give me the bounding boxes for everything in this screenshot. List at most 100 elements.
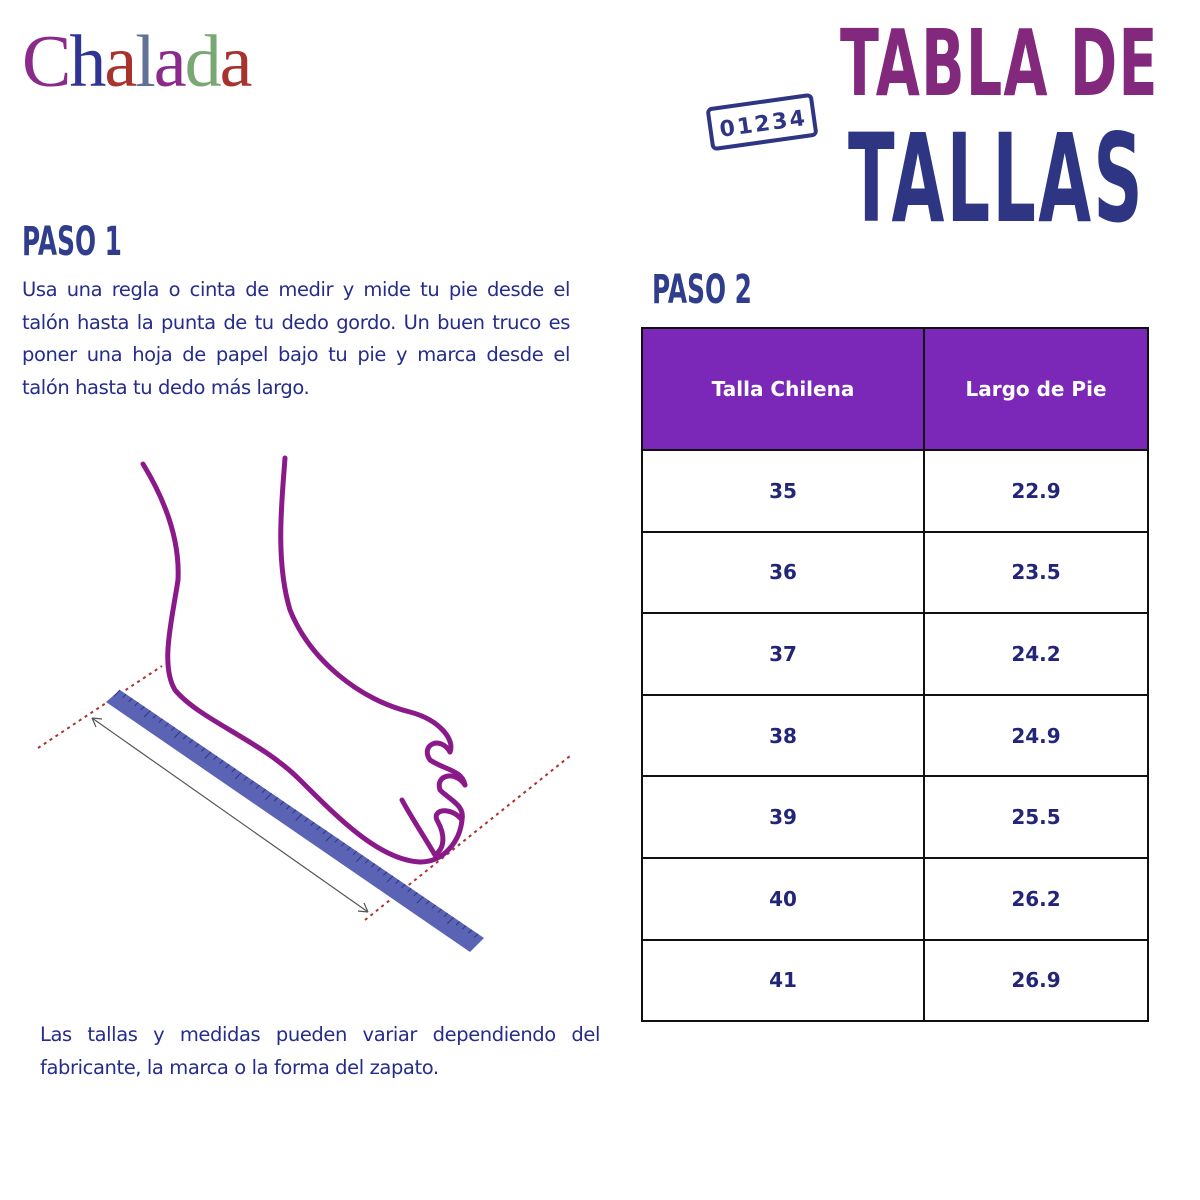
ruler-tick xyxy=(158,718,163,723)
ruler-tick xyxy=(122,693,127,698)
foot-length-cell: 25.5 xyxy=(923,775,1149,859)
step1-instructions: Usa una regla o cinta de medir y mide tu… xyxy=(22,278,570,399)
ruler-tick xyxy=(292,809,297,814)
ruler-tick xyxy=(164,722,169,727)
ruler-digit: 4 xyxy=(787,106,807,134)
foot-measurement-illustration xyxy=(37,455,571,952)
ruler-tick xyxy=(213,755,218,760)
ruler-tick xyxy=(225,764,230,769)
ruler-tick xyxy=(413,892,418,897)
ruler-tick xyxy=(201,747,206,752)
ruler-tick xyxy=(134,702,139,707)
ruler-tick xyxy=(461,925,467,930)
table-row: 38 24.9 xyxy=(641,693,1149,778)
ruler-tick xyxy=(286,805,291,810)
ruler-digit: 0 xyxy=(718,115,737,143)
header-chilean-size: Talla Chilena xyxy=(641,327,925,451)
logo-letter: d xyxy=(184,21,222,103)
table-row: 37 24.2 xyxy=(641,612,1149,696)
ruler-tick xyxy=(395,879,400,884)
logo-letter: l xyxy=(135,21,156,103)
ruler-tick xyxy=(113,689,121,697)
table-row: 36 23.5 xyxy=(641,530,1149,615)
ruler-tick xyxy=(316,826,321,831)
ruler-tick xyxy=(152,714,157,719)
ruler-tick xyxy=(243,776,248,781)
size-cell: 35 xyxy=(641,449,925,533)
ruler-tick xyxy=(455,921,461,926)
ruler-tick xyxy=(364,859,370,864)
size-cell: 39 xyxy=(641,775,925,859)
size-table: Talla Chilena Largo de Pie 35 22.9 36 23.5 3… xyxy=(641,327,1149,1023)
foot-length-cell: 24.9 xyxy=(923,693,1149,778)
ruler-tick xyxy=(273,797,279,802)
ruler-tick xyxy=(431,904,436,909)
ruler-tick xyxy=(401,883,406,889)
ruler-tick xyxy=(386,875,394,883)
ruler-tick xyxy=(261,788,266,794)
table-row: 40 26.2 xyxy=(641,856,1149,941)
ruler-tick xyxy=(468,929,473,934)
ruler-tick xyxy=(182,735,188,740)
ruler-tick xyxy=(425,900,430,905)
disclaimer-note: Las tallas y medidas pueden variar depen… xyxy=(40,1023,600,1079)
ruler-tick xyxy=(377,867,382,872)
table-row: 35 22.9 xyxy=(641,449,1149,533)
ruler-tick xyxy=(255,784,260,789)
size-cell: 36 xyxy=(641,530,925,615)
ruler-digit: 3 xyxy=(770,108,790,136)
title-line-2: TALLAS xyxy=(848,108,1145,250)
logo-letter: a xyxy=(104,21,137,103)
length-arrow xyxy=(91,717,369,913)
ruler-tick xyxy=(447,916,455,924)
foot-outline xyxy=(140,455,468,865)
foot-length-cell: 24.2 xyxy=(923,612,1149,696)
size-cell: 41 xyxy=(641,938,925,1023)
ruler-tick xyxy=(325,834,333,842)
foot-length-cell: 22.9 xyxy=(923,449,1149,533)
ruler-tick xyxy=(140,706,145,711)
ruler-tick xyxy=(279,801,285,806)
ruler-tick xyxy=(346,846,351,851)
step2-heading: PASO 2 xyxy=(652,267,752,313)
table-row: 41 26.9 xyxy=(641,938,1149,1023)
size-cell: 37 xyxy=(641,612,925,696)
foot-length-cell: 26.2 xyxy=(923,856,1149,941)
size-cell: 38 xyxy=(641,693,925,778)
ruler-tick xyxy=(304,817,309,822)
ruler-tick xyxy=(474,933,479,938)
ruler-tick xyxy=(443,912,448,918)
ruler-tick xyxy=(352,850,357,856)
ruler-tick xyxy=(188,739,194,744)
ruler-tick xyxy=(174,730,182,738)
ruler-tick xyxy=(204,751,212,759)
logo-letter: a xyxy=(153,21,187,103)
ruler-tick xyxy=(334,838,339,843)
ruler-digit: 2 xyxy=(753,111,772,138)
ruler-illustration xyxy=(106,690,484,952)
ruler-tick xyxy=(407,888,412,893)
ruler-tick xyxy=(265,792,273,800)
logo-letter: h xyxy=(69,21,106,103)
ruler-tick xyxy=(234,772,242,780)
foot-length-cell: 23.5 xyxy=(923,530,1149,615)
ruler-tick xyxy=(143,710,151,718)
title-line-1: TABLA DE xyxy=(840,10,1159,117)
size-chart-title: TABLA DE TALLAS xyxy=(840,18,1157,248)
ruler-tick xyxy=(370,863,376,868)
ruler-tick xyxy=(356,854,364,862)
ruler-tick xyxy=(437,908,442,913)
chalada-logo: Chalada xyxy=(22,21,253,103)
ruler-tick xyxy=(195,743,200,748)
table-row: 39 25.5 xyxy=(641,775,1149,859)
ruler-tick xyxy=(416,896,424,904)
ruler-tick xyxy=(170,726,175,732)
ruler-tick xyxy=(249,780,254,785)
logo-letter: C xyxy=(22,21,71,103)
logo-letter: a xyxy=(219,21,253,103)
ruler-tick xyxy=(219,759,224,765)
ruler-tick xyxy=(295,813,303,821)
ruler-tick xyxy=(128,697,133,703)
ruler-tick xyxy=(383,871,388,876)
